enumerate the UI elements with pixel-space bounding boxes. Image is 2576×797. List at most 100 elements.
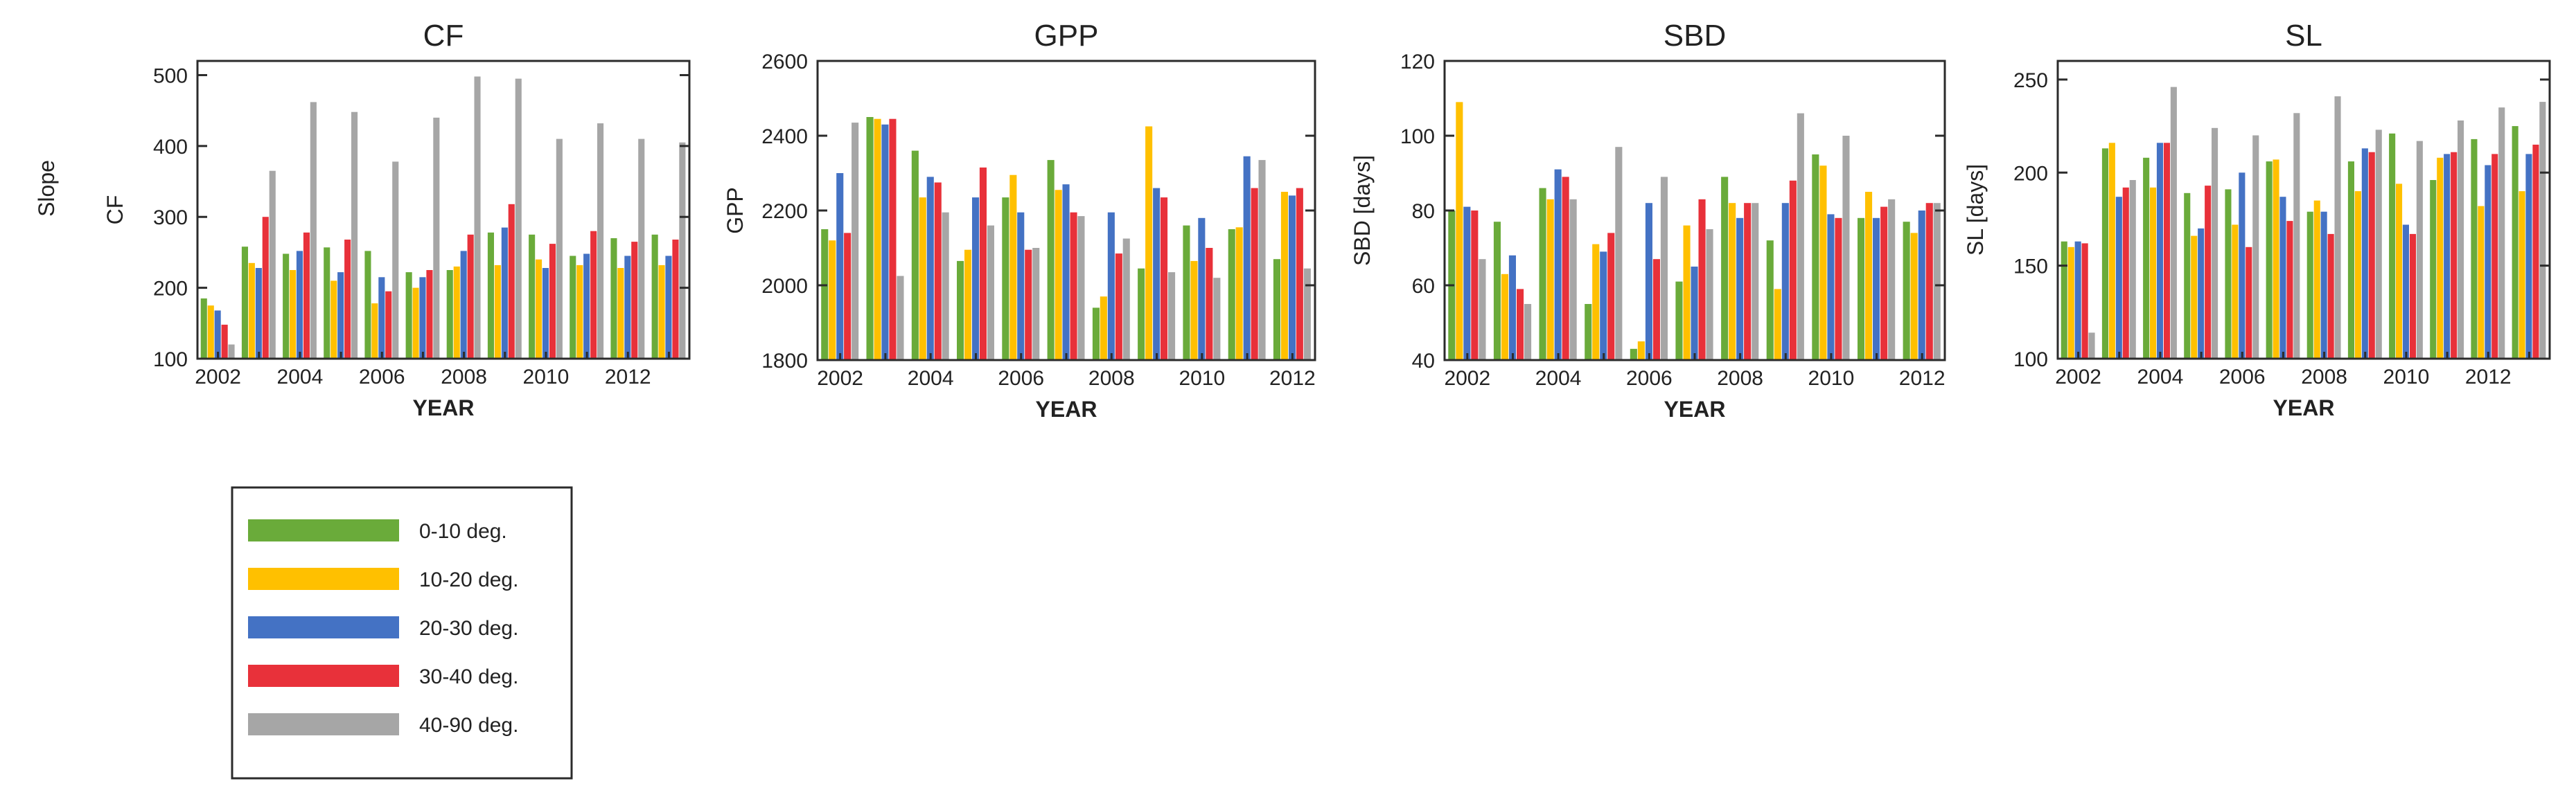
bar-cf-2002-0-10-deg: [200, 298, 207, 359]
bar-sbd-2006-30-40-deg: [1652, 259, 1660, 360]
bar-sl-2002-0-10-deg: [2061, 241, 2067, 359]
bar-gpp-2004-40-90-deg: [942, 212, 949, 360]
bar-sl-2011-10-20-deg: [2437, 157, 2444, 359]
bar-cf-2011-10-20-deg: [576, 265, 583, 359]
bar-cf-2004-40-90-deg: [310, 102, 317, 359]
x-axis-label: YEAR: [2273, 395, 2335, 420]
bar-sbd-2006-10-20-deg: [1637, 341, 1645, 360]
bar-sbd-2011-30-40-deg: [1880, 206, 1888, 360]
bar-gpp-2004-30-40-deg: [934, 182, 942, 360]
bar-sbd-2010-40-90-deg: [1842, 136, 1850, 360]
chart-cf: CF 100 200 300 400 500 2002 2004 2006 2008 2010 201…: [103, 19, 691, 420]
chart-title: GPP: [1034, 19, 1099, 53]
bar-sl-2005-10-20-deg: [2191, 235, 2198, 359]
chart-sbd: SBD 40 60 80 100 120 2002 2004 2006 2008 2010 2012 Y…: [1350, 19, 1946, 422]
bar-sbd-2009-10-20-deg: [1774, 289, 1781, 360]
bar-cf-2005-40-90-deg: [351, 111, 358, 359]
y-tick-label: 80: [1412, 200, 1435, 223]
bar-sl-2003-0-10-deg: [2101, 148, 2108, 359]
bar-cf-2004-20-30-deg: [296, 251, 303, 359]
bar-cf-2005-20-30-deg: [337, 272, 344, 359]
bar-sl-2011-30-40-deg: [2451, 152, 2458, 359]
bar-gpp-2010-30-40-deg: [1206, 248, 1213, 360]
bar-gpp-2003-10-20-deg: [874, 118, 881, 360]
bar-gpp-2005-40-90-deg: [987, 225, 994, 360]
bar-sbd-2012-0-10-deg: [1903, 222, 1910, 360]
bar-sbd-2009-40-90-deg: [1797, 113, 1804, 360]
bar-cf-2007-0-10-deg: [405, 272, 412, 359]
bar-cf-2002-40-90-deg: [228, 344, 235, 359]
bar-gpp-2012-30-40-deg: [1296, 188, 1303, 360]
bar-sl-2005-20-30-deg: [2198, 228, 2205, 359]
y-axis-label: GPP: [723, 187, 748, 234]
bar-cf-2003-40-90-deg: [269, 170, 276, 359]
bar-cf-2006-40-90-deg: [392, 161, 399, 359]
row-label-slope: Slope: [34, 160, 59, 217]
bar-gpp-2002-20-30-deg: [836, 173, 844, 360]
bar-cf-2010-30-40-deg: [549, 244, 556, 359]
bar-gpp-2008-40-90-deg: [1122, 238, 1130, 360]
bar-gpp-2004-0-10-deg: [911, 150, 919, 360]
bar-cf-2008-0-10-deg: [446, 270, 453, 359]
y-tick-label: 40: [1412, 350, 1435, 373]
bar-sl-2007-10-20-deg: [2273, 159, 2279, 359]
bar-sbd-2008-20-30-deg: [1736, 217, 1744, 360]
x-tick-label: 2006: [359, 366, 405, 388]
y-tick-label: 200: [2013, 162, 2048, 185]
bar-cf-2007-20-30-deg: [419, 277, 426, 359]
y-tick-label: 500: [153, 64, 188, 87]
bar-sl-2006-20-30-deg: [2239, 172, 2246, 359]
bar-cf-2006-20-30-deg: [378, 277, 385, 359]
bar-gpp-2007-20-30-deg: [1062, 184, 1070, 360]
bar-gpp-2002-30-40-deg: [844, 233, 852, 360]
bar-gpp-2012-20-30-deg: [1288, 195, 1296, 360]
y-tick-label: 300: [153, 206, 188, 229]
bar-sbd-2007-10-20-deg: [1683, 225, 1691, 360]
bar-sl-2003-20-30-deg: [2115, 197, 2122, 359]
bar-sl-2013-20-30-deg: [2525, 154, 2532, 359]
bar-sbd-2002-20-30-deg: [1463, 206, 1471, 360]
bar-gpp-2004-20-30-deg: [926, 177, 934, 360]
bar-gpp-2005-20-30-deg: [972, 197, 980, 360]
bar-gpp-2009-20-30-deg: [1153, 188, 1161, 360]
bar-cf-2013-10-20-deg: [658, 265, 665, 359]
bar-cf-2006-10-20-deg: [371, 303, 378, 359]
bar-gpp-2007-10-20-deg: [1055, 190, 1062, 360]
bar-cf-2012-30-40-deg: [631, 242, 638, 359]
bar-sbd-2008-10-20-deg: [1729, 203, 1736, 360]
bar-sl-2011-20-30-deg: [2444, 154, 2451, 359]
bar-sbd-2011-0-10-deg: [1858, 217, 1865, 360]
bar-gpp-2003-30-40-deg: [889, 118, 897, 360]
legend-swatch-0-10-deg: [248, 519, 399, 541]
bar-sbd-2005-40-90-deg: [1615, 147, 1623, 360]
bar-sl-2007-30-40-deg: [2286, 221, 2293, 359]
bar-gpp-2011-10-20-deg: [1235, 227, 1243, 360]
bar-cf-2008-30-40-deg: [467, 234, 474, 359]
bar-gpp-2006-30-40-deg: [1025, 249, 1032, 360]
y-tick-label: 60: [1412, 275, 1435, 298]
bar-sl-2004-40-90-deg: [2170, 87, 2177, 359]
x-tick-label: 2012: [1269, 367, 1316, 390]
x-tick-label: 2010: [1808, 367, 1855, 390]
x-tick-label: 2004: [908, 367, 954, 390]
legend: 0-10 deg. 10-20 deg. 20-30 deg. 30-40 deg. 4…: [231, 486, 573, 780]
y-tick-label: 2600: [761, 51, 808, 73]
bar-gpp-2004-10-20-deg: [919, 197, 926, 360]
bar-cf-2002-30-40-deg: [221, 324, 228, 359]
bar-sl-2005-40-90-deg: [2212, 127, 2218, 359]
bar-sbd-2006-0-10-deg: [1630, 348, 1637, 360]
x-tick-label: 2002: [2055, 366, 2101, 388]
bar-sbd-2012-10-20-deg: [1910, 233, 1918, 360]
bar-sbd-2010-20-30-deg: [1827, 214, 1835, 360]
bar-sbd-2009-20-30-deg: [1781, 203, 1789, 360]
bar-gpp-2010-10-20-deg: [1190, 260, 1198, 360]
y-axis-label: CF: [103, 195, 127, 225]
x-tick-label: 2012: [2465, 366, 2512, 388]
bar-gpp-2007-40-90-deg: [1077, 216, 1085, 360]
bar-cf-2004-10-20-deg: [290, 270, 297, 359]
bar-gpp-2010-20-30-deg: [1198, 217, 1206, 360]
bar-cf-2013-30-40-deg: [672, 240, 679, 359]
bar-sl-2012-0-10-deg: [2471, 138, 2478, 359]
bar-gpp-2010-40-90-deg: [1213, 278, 1221, 360]
bar-cf-2008-10-20-deg: [453, 266, 460, 359]
